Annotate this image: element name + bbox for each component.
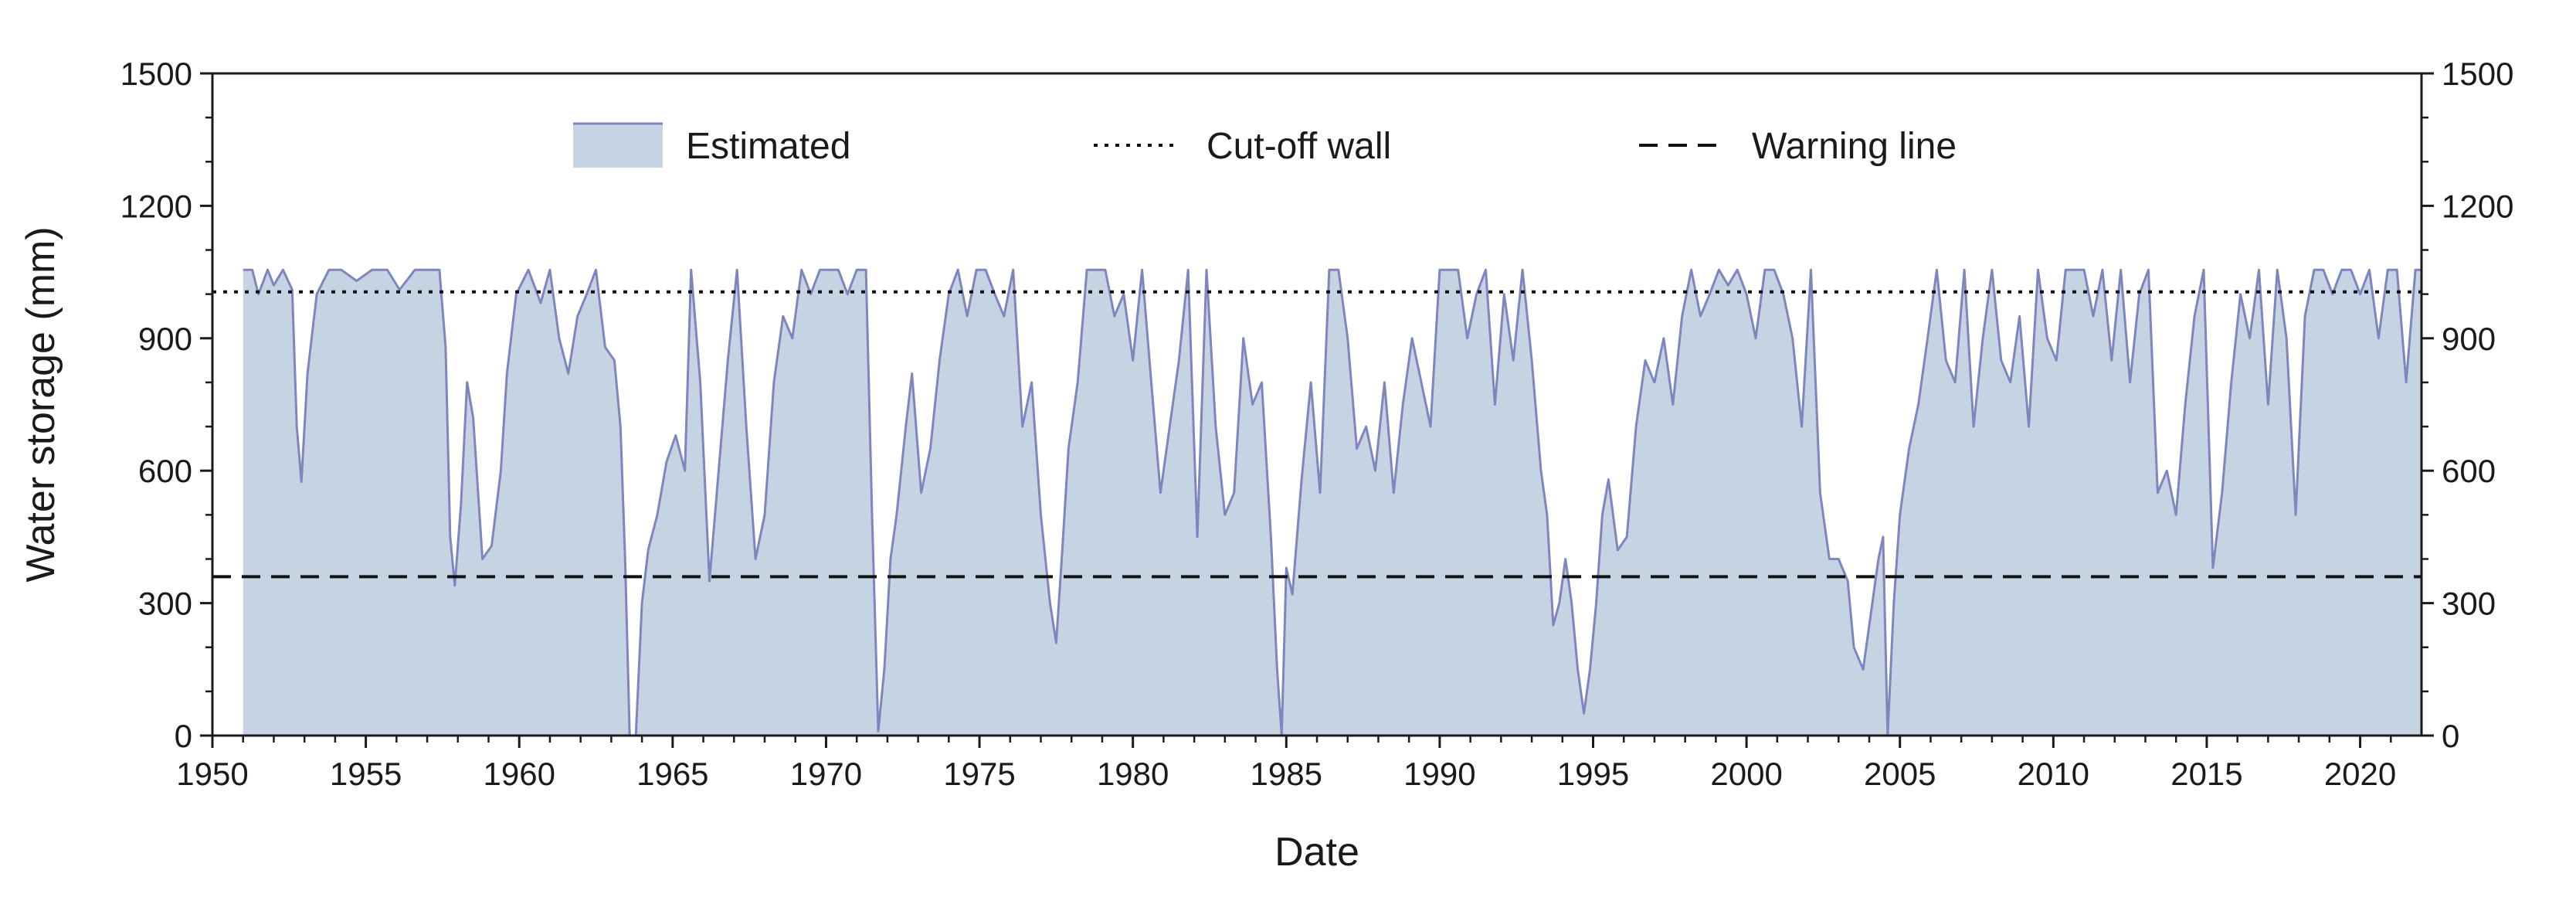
x-tick-label: 1980 xyxy=(1097,756,1169,792)
x-tick-label: 2020 xyxy=(2324,756,2396,792)
legend-label-warning-line: Warning line xyxy=(1752,126,1957,167)
x-tick-label: 2005 xyxy=(1864,756,1936,792)
x-tick-label: 1975 xyxy=(943,756,1015,792)
y-tick-label-right: 900 xyxy=(2442,321,2496,357)
x-tick-label: 1965 xyxy=(636,756,708,792)
legend-swatch-estimated xyxy=(573,124,663,168)
y-tick-label-left: 1500 xyxy=(120,56,192,92)
x-tick-label: 1960 xyxy=(484,756,555,792)
x-tick-label: 1955 xyxy=(330,756,402,792)
y-axis-title: Water storage (mm) xyxy=(19,226,63,582)
y-tick-label-left: 1200 xyxy=(120,188,192,224)
x-tick-label: 2000 xyxy=(1710,756,1782,792)
x-tick-label: 1990 xyxy=(1403,756,1475,792)
y-tick-label-right: 300 xyxy=(2442,586,2496,622)
y-tick-label-right: 0 xyxy=(2442,718,2459,754)
series-estimated-area xyxy=(243,270,2422,736)
x-tick-label: 2015 xyxy=(2170,756,2242,792)
y-tick-label-right: 1200 xyxy=(2442,188,2513,224)
x-tick-label: 2010 xyxy=(2018,756,2089,792)
x-tick-label: 1985 xyxy=(1251,756,1322,792)
y-tick-label-right: 1500 xyxy=(2442,56,2513,92)
y-tick-label-right: 600 xyxy=(2442,453,2496,489)
y-tick-label-left: 600 xyxy=(138,453,192,489)
legend-label-estimated: Estimated xyxy=(686,126,850,167)
y-tick-label-left: 0 xyxy=(175,718,192,754)
x-tick-label: 1970 xyxy=(790,756,862,792)
x-tick-label: 1950 xyxy=(176,756,248,792)
x-axis-title: Date xyxy=(1274,830,1359,875)
legend-label-cutoff-wall: Cut-off wall xyxy=(1207,126,1391,167)
x-tick-label: 1995 xyxy=(1557,756,1629,792)
y-tick-label-left: 300 xyxy=(138,586,192,622)
y-tick-label-left: 900 xyxy=(138,321,192,357)
